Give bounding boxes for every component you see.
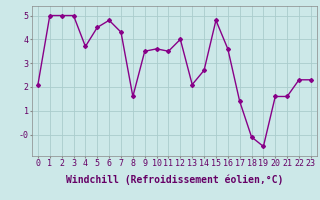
X-axis label: Windchill (Refroidissement éolien,°C): Windchill (Refroidissement éolien,°C) (66, 174, 283, 185)
